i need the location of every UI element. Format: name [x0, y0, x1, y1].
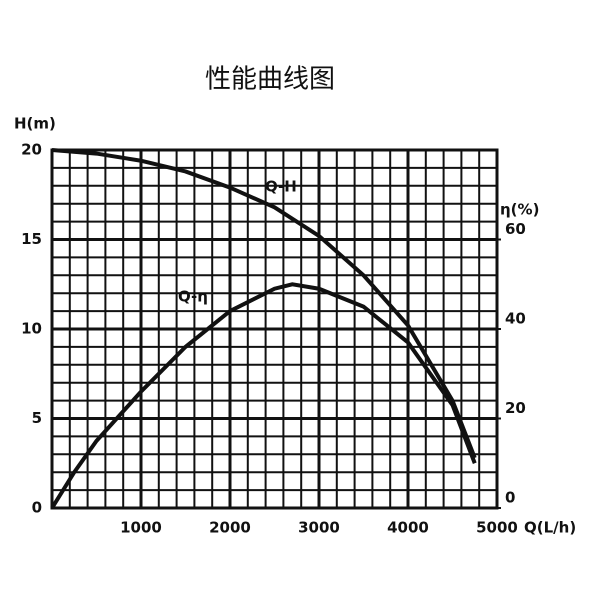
x-tick-label: 5000	[476, 519, 518, 537]
curve-label: Q-H	[265, 178, 297, 196]
y-tick-label: 20	[21, 141, 42, 159]
x-axis-label: Q(L/h)	[524, 519, 576, 537]
plot-frame	[50, 148, 499, 510]
y2-tick-label: 20	[505, 399, 526, 417]
y-tick-label: 5	[32, 409, 42, 427]
curve-label: Q-η	[178, 288, 208, 306]
x-tick-label: 1000	[120, 519, 162, 537]
chart-title: 性能曲线图	[205, 65, 335, 95]
x-tick-label: 3000	[298, 519, 340, 537]
y2-tick-label: 60	[505, 220, 526, 238]
y2-tick-label: 40	[505, 310, 526, 328]
curve	[51, 148, 477, 459]
y-tick-label: 0	[32, 499, 42, 517]
y-tick-label: 15	[21, 230, 42, 248]
y-tick-label: 10	[21, 320, 42, 338]
x-tick-label: 2000	[209, 519, 251, 537]
x-tick-label: 4000	[387, 519, 429, 537]
curve	[50, 282, 477, 510]
y-axis-label: H(m)	[14, 115, 56, 133]
y2-tick-label: 0	[505, 489, 515, 507]
y2-axis-label: η(%)	[500, 201, 539, 219]
